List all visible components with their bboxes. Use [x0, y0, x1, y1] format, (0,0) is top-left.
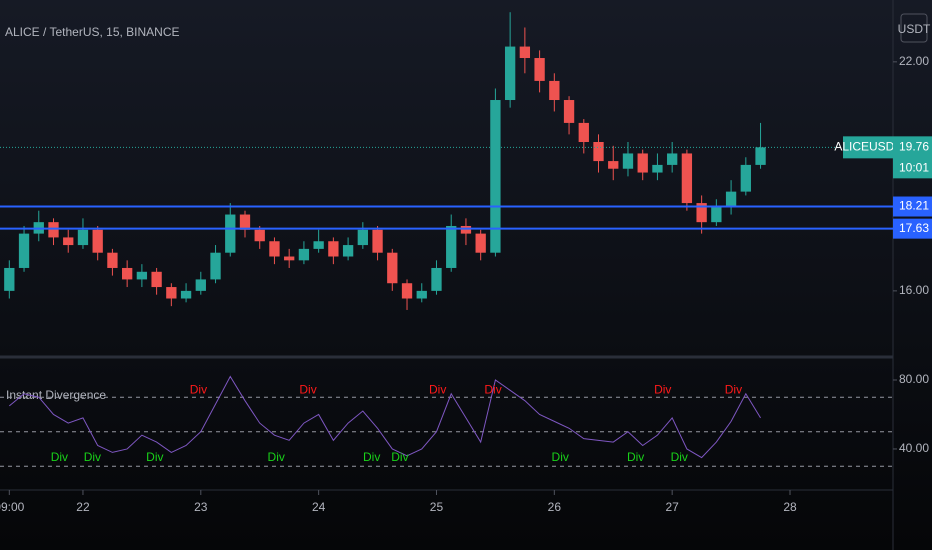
y-tick-label: 80.00	[899, 372, 929, 386]
candle-body	[475, 233, 486, 253]
price-label: 18.21	[899, 199, 929, 213]
candle-body	[180, 290, 192, 299]
candle-body	[578, 122, 589, 142]
candle-body	[166, 287, 177, 299]
candle-body	[490, 100, 501, 253]
divergence-label: Div	[391, 450, 408, 464]
candle-body	[504, 46, 516, 101]
candle-body	[18, 233, 30, 268]
price-label: 17.63	[899, 221, 929, 235]
candle-body	[387, 252, 398, 284]
currency-label[interactable]: USDT	[898, 22, 931, 36]
chart-title: ALICE / TetherUS, 15, BINANCE	[5, 25, 180, 39]
candle-body	[608, 161, 619, 169]
candle-body	[755, 147, 766, 165]
y-tick-label: 22.00	[899, 54, 929, 68]
y-tick-label: 40.00	[899, 441, 929, 455]
candle-body	[63, 237, 74, 246]
currency-button[interactable]	[900, 13, 928, 43]
candle-body	[637, 153, 648, 173]
divergence-label: Div	[51, 450, 68, 464]
candle-body	[210, 252, 221, 280]
x-tick-label: 23	[194, 500, 208, 514]
candle-body	[593, 142, 604, 162]
candle-body	[711, 206, 722, 223]
candle-body	[372, 229, 383, 253]
candle-body	[563, 100, 575, 123]
x-tick-label: 22	[76, 500, 90, 514]
divergence-label: Div	[552, 450, 569, 464]
candle-body	[239, 214, 251, 230]
divergence-label: Div	[363, 450, 380, 464]
candle-body	[622, 153, 634, 169]
divergence-label: Div	[299, 383, 316, 397]
candle-body	[534, 58, 545, 81]
candle-body	[269, 241, 280, 257]
last-price-box	[893, 136, 932, 179]
divergence-label: Div	[725, 383, 742, 397]
last-price: 19.76	[899, 140, 929, 154]
candle-body	[151, 271, 162, 288]
candle-body	[431, 267, 442, 291]
candle-body	[298, 248, 310, 261]
price-label-box	[893, 218, 932, 239]
divergence-label: Div	[146, 450, 163, 464]
candle-body	[136, 271, 148, 280]
divergence-label: Div	[190, 383, 207, 397]
candle-body	[328, 241, 339, 257]
symbol-label: ALICEUSDT	[834, 140, 902, 154]
candle-body	[519, 46, 531, 59]
candle-body	[313, 241, 324, 249]
candle-body	[77, 229, 89, 246]
x-tick-label: 28	[783, 500, 797, 514]
candle-body	[667, 153, 678, 165]
y-tick-label: 16.00	[899, 283, 929, 297]
price-label-box	[893, 196, 932, 217]
divergence-label: Div	[671, 450, 688, 464]
divergence-label: Div	[627, 450, 644, 464]
candle-body	[460, 225, 472, 234]
x-tick-label: 27	[665, 500, 679, 514]
candle-body	[4, 267, 15, 291]
candle-body	[342, 245, 354, 257]
candle-body	[254, 229, 265, 242]
candle-body	[92, 229, 103, 253]
candle-body	[446, 225, 457, 268]
x-tick-label: 09:00	[0, 500, 25, 514]
candle-body	[401, 283, 413, 299]
symbol-label-box	[843, 136, 893, 159]
indicator-title: Instant Divergence	[6, 388, 106, 402]
candle-body	[652, 164, 663, 173]
divergence-label: Div	[654, 383, 671, 397]
indicator-line	[8, 375, 761, 459]
x-tick-label: 26	[548, 500, 562, 514]
candle-body	[725, 191, 737, 207]
candle-body	[195, 279, 206, 291]
candle-body	[416, 290, 427, 299]
x-tick-label: 24	[312, 500, 326, 514]
candle-body	[681, 153, 693, 204]
candle-body	[107, 252, 118, 268]
candle-body	[357, 229, 368, 246]
divergence-label: Div	[429, 383, 446, 397]
divergence-label: Div	[484, 383, 501, 397]
candle-body	[549, 80, 560, 101]
candle-body	[740, 164, 751, 192]
candle-body	[48, 222, 59, 238]
divergence-label: Div	[84, 450, 101, 464]
divergence-label: Div	[268, 450, 285, 464]
candle-body	[225, 214, 236, 253]
countdown: 10:01	[899, 161, 929, 175]
x-tick-label: 25	[430, 500, 444, 514]
candle-body	[284, 256, 295, 261]
candle-body	[121, 267, 133, 280]
candle-body	[696, 203, 707, 223]
